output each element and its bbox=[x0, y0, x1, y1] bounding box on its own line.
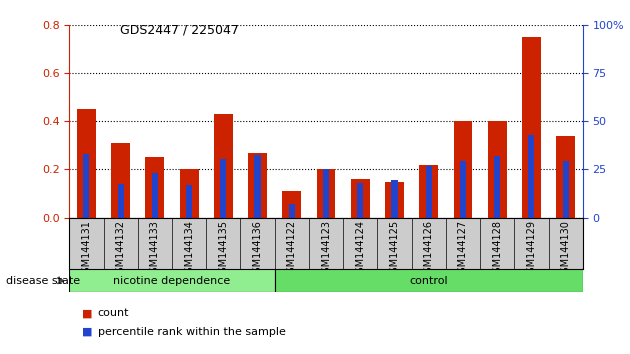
Bar bbox=[255, 155, 261, 218]
Bar bbox=[420, 165, 438, 218]
Text: GSM144131: GSM144131 bbox=[81, 220, 91, 279]
Bar bbox=[77, 109, 96, 218]
Text: GSM144136: GSM144136 bbox=[253, 220, 263, 279]
Bar bbox=[488, 121, 507, 218]
Bar bbox=[494, 156, 500, 218]
Bar bbox=[529, 135, 534, 218]
Text: GSM144124: GSM144124 bbox=[355, 220, 365, 279]
Text: ■: ■ bbox=[82, 308, 93, 318]
Bar bbox=[323, 170, 329, 218]
Bar bbox=[180, 170, 198, 218]
Bar bbox=[83, 154, 89, 218]
Bar bbox=[556, 136, 575, 218]
Bar bbox=[186, 185, 192, 218]
Text: GSM144125: GSM144125 bbox=[389, 220, 399, 279]
Text: GSM144122: GSM144122 bbox=[287, 220, 297, 279]
Text: ■: ■ bbox=[82, 327, 93, 337]
Bar bbox=[152, 173, 158, 218]
Text: GSM144132: GSM144132 bbox=[116, 220, 125, 279]
Text: control: control bbox=[410, 275, 448, 286]
Bar bbox=[112, 143, 130, 218]
Text: GSM144129: GSM144129 bbox=[527, 220, 536, 279]
Bar bbox=[385, 182, 404, 218]
Text: nicotine dependence: nicotine dependence bbox=[113, 275, 231, 286]
Text: GSM144135: GSM144135 bbox=[219, 220, 228, 279]
Bar bbox=[289, 205, 295, 218]
Text: percentile rank within the sample: percentile rank within the sample bbox=[98, 327, 285, 337]
Text: GSM144134: GSM144134 bbox=[184, 220, 194, 279]
Bar bbox=[317, 170, 335, 218]
Bar bbox=[69, 269, 275, 292]
Bar bbox=[214, 114, 232, 218]
Text: count: count bbox=[98, 308, 129, 318]
Bar bbox=[146, 158, 164, 218]
Bar bbox=[220, 159, 226, 218]
Bar bbox=[118, 184, 123, 218]
Text: disease state: disease state bbox=[6, 276, 81, 286]
Bar bbox=[351, 179, 370, 218]
Text: GSM144127: GSM144127 bbox=[458, 220, 468, 279]
Bar bbox=[454, 121, 472, 218]
Text: GSM144123: GSM144123 bbox=[321, 220, 331, 279]
Text: GDS2447 / 225047: GDS2447 / 225047 bbox=[120, 23, 239, 36]
Text: GSM144126: GSM144126 bbox=[424, 220, 433, 279]
Bar bbox=[248, 153, 267, 218]
Bar bbox=[282, 191, 301, 218]
Bar bbox=[357, 183, 364, 218]
Bar bbox=[275, 269, 583, 292]
Text: GSM144128: GSM144128 bbox=[492, 220, 502, 279]
Bar bbox=[426, 166, 432, 218]
Bar bbox=[522, 37, 541, 218]
Bar bbox=[563, 161, 569, 218]
Bar bbox=[391, 180, 398, 218]
Text: GSM144133: GSM144133 bbox=[150, 220, 160, 279]
Text: GSM144130: GSM144130 bbox=[561, 220, 571, 279]
Bar bbox=[460, 161, 466, 218]
